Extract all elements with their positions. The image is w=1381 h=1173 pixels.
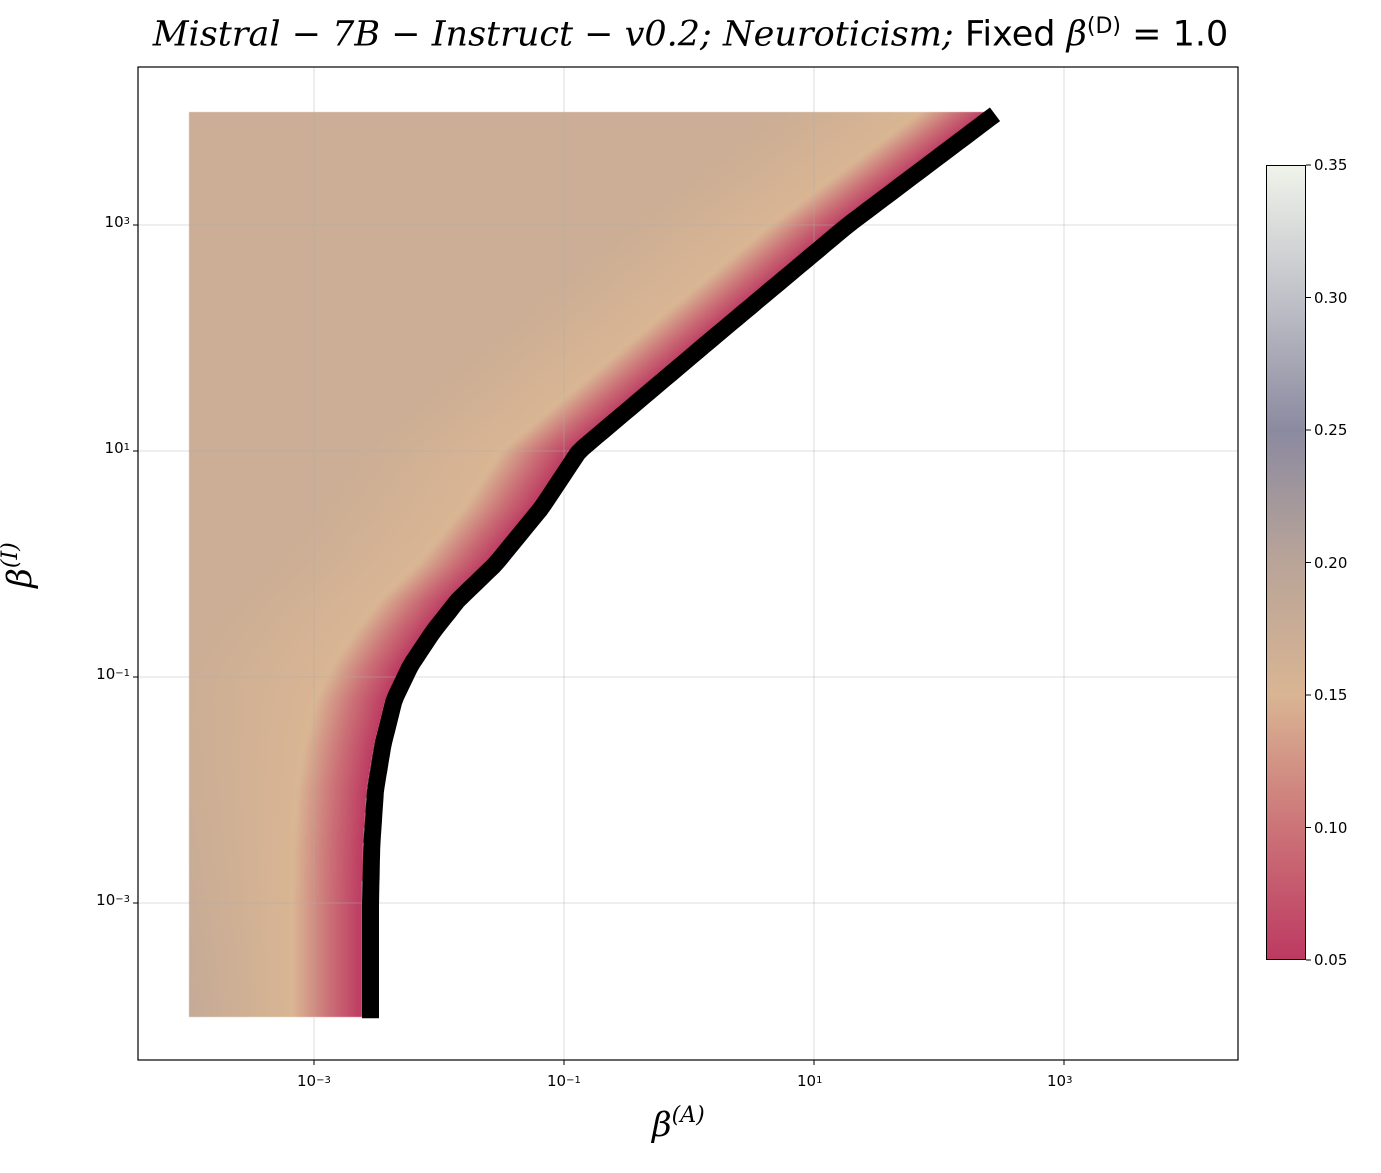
y-axis-label: β(I) xyxy=(0,542,40,588)
x-tick-label: 10−3 xyxy=(297,1072,331,1090)
axes-frame xyxy=(137,66,1239,1061)
colorbar-tick-label: 0.15 xyxy=(1314,686,1348,704)
colorbar-tick-label: 0.05 xyxy=(1314,951,1348,969)
colorbar-tick-label: 0.25 xyxy=(1314,421,1348,439)
colorbar-tick-label: 0.30 xyxy=(1314,288,1348,307)
chart-title: Mistral − 7B − Instruct − v0.2; Neurotic… xyxy=(0,14,1381,55)
y-tick-label: 10−1 xyxy=(96,665,130,683)
colorbar xyxy=(1266,165,1306,960)
y-tick-label: 101 xyxy=(104,439,130,457)
y-tick-label: 10−3 xyxy=(96,891,130,909)
x-axis-label: β(A) xyxy=(652,1103,705,1145)
title-trait: Neuroticism; xyxy=(723,14,954,55)
title-fixed: Fixed xyxy=(964,14,1056,55)
colorbar-tick-label: 0.20 xyxy=(1314,553,1348,572)
boundary-line xyxy=(362,107,1001,1019)
title-param: β xyxy=(1066,14,1087,55)
colorbar-tick-label: 0.10 xyxy=(1314,818,1348,837)
y-tick-label: 103 xyxy=(104,213,130,231)
title-param-sup: (D) xyxy=(1086,14,1122,39)
x-tick-label: 101 xyxy=(797,1072,823,1090)
x-tick-label: 10−1 xyxy=(547,1072,581,1090)
colorbar-tick-label: 0.35 xyxy=(1314,156,1348,174)
x-tick-label: 103 xyxy=(1047,1072,1073,1090)
title-eq: = 1.0 xyxy=(1132,14,1229,55)
title-model: Mistral − 7B − Instruct − v0.2; xyxy=(152,14,712,55)
